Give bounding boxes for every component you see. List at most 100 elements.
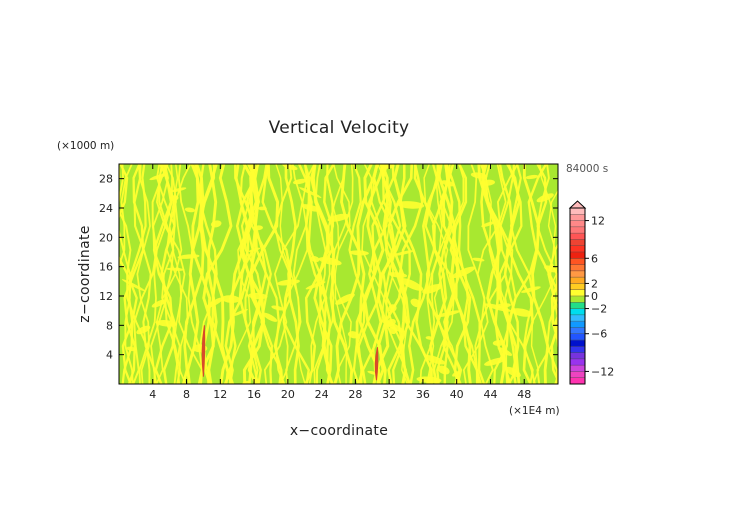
field-blob <box>151 299 167 308</box>
x-tick-label: 48 <box>517 388 531 401</box>
colorbar-level <box>570 277 585 284</box>
velocity-feature <box>374 347 379 381</box>
field-blob <box>544 265 558 273</box>
field-blob <box>347 331 360 339</box>
colorbar-level <box>570 289 585 297</box>
colorbar-level <box>570 233 585 240</box>
plot-frame <box>118 163 559 385</box>
y-unit-label: (×1000 m) <box>57 140 114 152</box>
field-blob <box>305 281 326 290</box>
field-blob <box>231 309 248 317</box>
field-blob <box>293 178 307 185</box>
field-blob <box>472 257 485 262</box>
field-stripe <box>399 164 433 384</box>
field-stripe <box>234 164 274 384</box>
field-blob <box>481 221 495 228</box>
y-tick-label: 16 <box>99 261 113 274</box>
field-blob <box>310 256 320 263</box>
field-blob <box>436 310 461 318</box>
y-tick-label: 8 <box>106 319 113 332</box>
colorbar-extend-arrow <box>568 200 587 209</box>
y-tick-label: 12 <box>99 290 113 303</box>
field-blob <box>425 336 434 340</box>
field-blob <box>166 267 185 271</box>
colorbar-level <box>570 245 585 253</box>
x-axis: 4 8 12 16 20 24 28 32 36 40 44 48 <box>149 164 531 401</box>
field-blob <box>393 250 414 256</box>
y-tick-label: 24 <box>99 202 113 215</box>
field-blob <box>253 225 263 231</box>
field-blob <box>484 303 512 312</box>
field-blob <box>248 292 268 300</box>
field-blob <box>367 370 382 376</box>
field-stripe <box>505 164 534 384</box>
field-blob <box>505 366 521 378</box>
field-stripe <box>155 164 204 384</box>
field-blob <box>388 272 408 278</box>
field-stripe <box>284 164 300 384</box>
x-axis-title: x−coordinate <box>290 423 388 439</box>
colorbar-level <box>570 346 585 353</box>
field-blob <box>480 179 495 186</box>
colorbar-level <box>570 264 585 272</box>
velocity-feature <box>201 325 206 377</box>
field-blob <box>525 174 539 180</box>
field-blob <box>400 278 424 291</box>
x-tick-label: 32 <box>382 388 396 401</box>
field-blob <box>422 284 443 294</box>
x-tick-label: 8 <box>183 388 190 401</box>
field-stripe <box>536 164 558 384</box>
field-blob <box>424 355 446 365</box>
colorbar-level <box>570 302 585 309</box>
field-blob <box>258 206 267 211</box>
field-stripe <box>340 164 381 384</box>
field-stripe <box>424 164 459 384</box>
colorbar-level <box>570 226 585 234</box>
colorbar-level <box>570 321 585 328</box>
field-blob <box>184 207 196 213</box>
field-blob <box>452 370 461 377</box>
colorbar-level <box>570 283 585 291</box>
field-blob <box>410 298 421 308</box>
field-stripe <box>372 164 407 384</box>
field-blob <box>389 326 398 334</box>
field-blob <box>521 286 541 293</box>
field-stripe <box>136 164 151 384</box>
field-blob <box>282 164 298 171</box>
x-tick-label: 40 <box>450 388 464 401</box>
y-tick-label: 28 <box>99 173 113 186</box>
field-blob <box>536 193 554 203</box>
field-blob <box>388 304 397 313</box>
field-stripe <box>239 164 266 384</box>
velocity-field <box>119 164 558 384</box>
x-tick-label: 4 <box>149 388 156 401</box>
field-blob <box>262 312 278 322</box>
x-tick-label: 24 <box>315 388 329 401</box>
colorbar-level <box>570 208 585 215</box>
colorbar-level <box>570 239 585 247</box>
colorbar-level <box>570 365 585 372</box>
colorbar-level <box>570 377 585 385</box>
colorbar-level <box>570 258 585 265</box>
colorbar-tick-label: 6 <box>591 252 598 265</box>
field-stripe <box>477 164 521 384</box>
field-stripe <box>195 164 234 384</box>
field-pattern <box>119 164 558 384</box>
field-stripe <box>263 164 304 384</box>
colorbar-level <box>570 340 585 347</box>
field-blob <box>335 293 355 305</box>
velocity-features <box>201 325 379 381</box>
field-blob <box>441 180 455 187</box>
field-stripe <box>467 164 486 384</box>
field-blob <box>318 257 342 266</box>
field-blob <box>396 201 425 209</box>
x-tick-label: 44 <box>483 388 497 401</box>
field-blob <box>210 220 222 228</box>
field-blob <box>206 297 224 308</box>
field-blob <box>380 164 395 169</box>
field-stripe <box>119 164 133 269</box>
field-stripe <box>246 164 286 384</box>
field-blob <box>349 250 369 256</box>
colorbar-levels <box>570 208 585 385</box>
